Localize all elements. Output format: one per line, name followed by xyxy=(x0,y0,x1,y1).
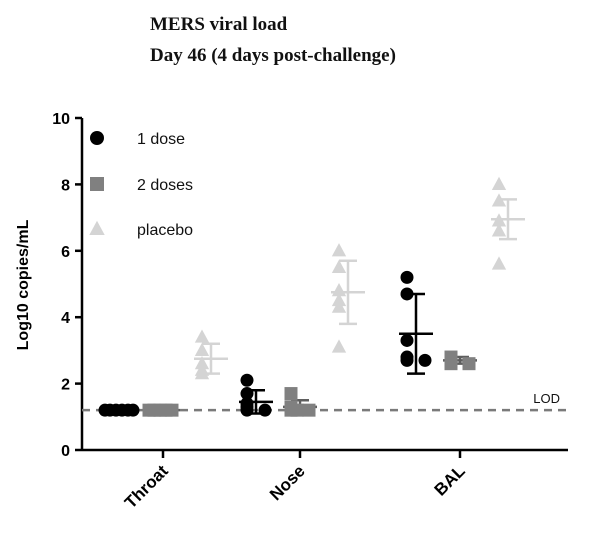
data-point-triangle xyxy=(491,213,507,227)
data-point-triangle xyxy=(491,176,507,190)
data-point-square xyxy=(159,403,173,417)
data-point-circle xyxy=(258,403,272,417)
y-tick-label: 6 xyxy=(61,244,70,261)
y-tick-label: 4 xyxy=(61,310,70,327)
y-tick-label: 10 xyxy=(52,111,70,128)
data-point-triangle xyxy=(331,339,347,353)
axes: 0 2 4 6 8 10 Throat Nose BAL xyxy=(52,111,568,512)
legend-label: 1 dose xyxy=(137,131,185,148)
y-tick-label: 0 xyxy=(61,443,70,460)
y-axis-label: Log10 copies/mL xyxy=(15,219,32,350)
data-point-circle xyxy=(240,373,254,387)
data-point-triangle xyxy=(331,282,347,297)
data-point-circle xyxy=(400,270,414,284)
category-label: Nose xyxy=(266,461,309,504)
data-point-triangle xyxy=(491,193,507,207)
data-point-circle xyxy=(240,403,254,417)
data-point-triangle xyxy=(331,292,347,307)
data-point-square xyxy=(142,403,156,417)
data-point-circle xyxy=(115,403,129,417)
y-tick-label: 2 xyxy=(61,377,70,394)
category-label: Throat xyxy=(121,461,172,512)
data-point-circle xyxy=(126,403,140,417)
data-point-triangle xyxy=(491,223,507,237)
data-point-circle xyxy=(400,287,414,301)
data-point-triangle xyxy=(194,356,210,370)
data-point-square xyxy=(290,403,304,417)
data-point-triangle xyxy=(194,342,210,356)
legend-marker-triangle xyxy=(89,220,105,235)
data-point-triangle xyxy=(331,243,347,257)
chart-title-line-1: MERS viral load xyxy=(150,14,288,35)
lod-line-group: LOD xyxy=(82,391,568,412)
lod-label: LOD xyxy=(533,391,560,406)
data-points xyxy=(98,176,507,417)
data-point-triangle xyxy=(331,299,347,313)
y-tick-label: 8 xyxy=(61,177,70,194)
data-point-triangle xyxy=(194,329,210,343)
data-point-triangle xyxy=(331,259,347,273)
data-point-square xyxy=(444,357,458,371)
legend-label: placebo xyxy=(137,222,193,239)
data-point-square xyxy=(462,357,476,371)
data-point-triangle xyxy=(194,365,210,380)
legend-marker-square xyxy=(90,177,104,191)
legend-marker-circle xyxy=(90,131,104,145)
data-point-square xyxy=(284,387,298,401)
data-point-triangle xyxy=(491,256,507,270)
legend-label: 2 doses xyxy=(137,177,193,194)
data-point-circle xyxy=(400,353,414,367)
data-point-circle xyxy=(400,333,414,347)
category-label: BAL xyxy=(431,461,469,499)
data-point-square xyxy=(302,403,316,417)
data-point-circle xyxy=(418,353,432,367)
data-point-circle xyxy=(98,403,112,417)
chart-title-line-2: Day 46 (4 days post-challenge) xyxy=(150,45,396,66)
data-point-circle xyxy=(240,387,254,401)
legend: 1 dose 2 doses placebo xyxy=(89,131,193,239)
